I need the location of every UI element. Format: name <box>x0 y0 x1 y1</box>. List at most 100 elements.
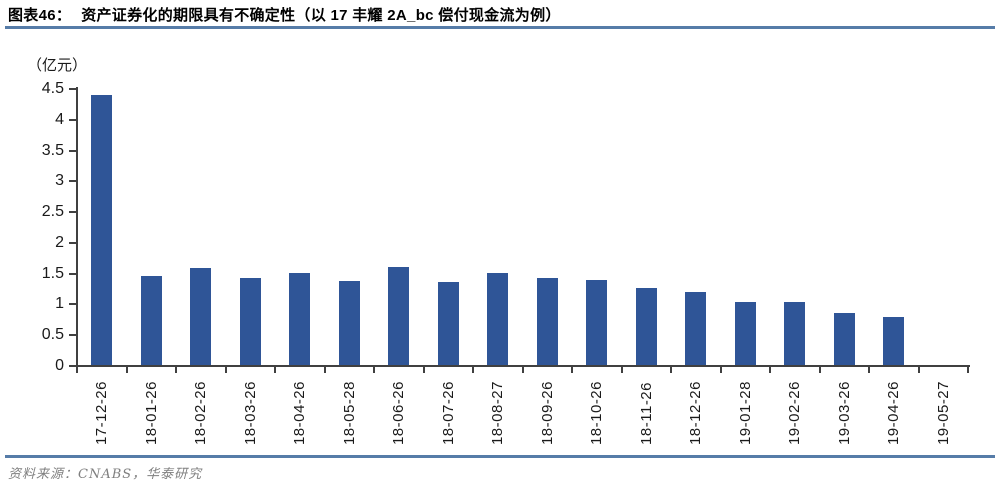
bar <box>289 272 311 365</box>
bar <box>91 95 113 365</box>
x-axis-tick <box>571 365 573 373</box>
figure-label: 图表46： <box>8 7 72 24</box>
y-axis-tick-label: 0 <box>55 357 64 374</box>
bar <box>487 273 509 365</box>
y-axis-tick-label: 4 <box>55 110 64 128</box>
header-rule <box>5 26 995 29</box>
x-axis-category-label: 18-11-26 <box>635 374 657 452</box>
x-axis-category-label: 18-05-28 <box>338 374 360 452</box>
y-axis-tick <box>69 88 77 90</box>
x-axis-category-label-text: 17-12-26 <box>93 380 111 446</box>
y-axis-tick <box>69 365 77 367</box>
source-note: 资料来源：CNABS，华泰研究 <box>8 467 203 482</box>
x-axis-category-label: 18-07-26 <box>437 374 459 452</box>
x-axis-tick <box>224 365 227 373</box>
x-axis-category-label: 18-08-27 <box>487 374 509 452</box>
bar <box>734 301 756 365</box>
x-axis-category-label: 18-12-26 <box>685 374 707 452</box>
bar <box>190 268 212 365</box>
y-axis-tick <box>69 118 77 121</box>
x-axis-category-label: 19-04-26 <box>883 374 905 452</box>
y-axis-tick <box>69 303 77 306</box>
x-axis-category-label: 18-09-26 <box>536 374 558 452</box>
bar <box>833 313 855 365</box>
y-axis-line <box>76 87 78 372</box>
x-axis-category-label-text: 19-05-27 <box>934 380 952 446</box>
x-axis-category-label: 17-12-26 <box>91 374 113 452</box>
x-axis-category-label: 18-04-26 <box>289 374 311 452</box>
footer-rule <box>5 455 995 458</box>
x-axis-category-label-text: 19-04-26 <box>885 380 903 446</box>
figure-title-text: 资产证券化的期限具有不确定性（以 17 丰耀 2A_bc 偿付现金流为例） <box>81 7 561 24</box>
y-axis-tick-label: 0.5 <box>41 326 64 344</box>
x-axis-tick <box>274 365 276 373</box>
x-axis-category-label: 18-01-26 <box>140 374 162 452</box>
y-axis-tick <box>69 149 77 152</box>
x-axis-tick <box>323 365 326 373</box>
x-axis-tick <box>620 365 623 373</box>
y-axis-tick-label: 2 <box>55 233 64 251</box>
x-axis-category-label-text: 18-08-27 <box>489 380 507 446</box>
x-axis-tick <box>472 365 474 373</box>
x-axis-category-label-text: 18-06-26 <box>390 380 408 446</box>
x-axis-tick <box>967 365 969 373</box>
bar <box>239 277 261 365</box>
x-axis-tick <box>521 365 524 373</box>
x-axis-category-label-text: 18-03-26 <box>241 380 259 446</box>
y-axis-tick-label: 3 <box>55 172 64 190</box>
x-axis-category-label-text: 19-01-28 <box>736 380 754 446</box>
x-axis-category-label-text: 19-02-26 <box>786 380 804 446</box>
bar <box>437 281 459 365</box>
x-axis-category-label-text: 18-10-26 <box>588 380 606 446</box>
bar <box>536 277 558 365</box>
x-axis-category-label-text: 18-04-26 <box>291 380 309 446</box>
x-axis-tick <box>175 365 177 373</box>
x-axis-tick <box>422 365 425 373</box>
x-axis-category-label: 18-06-26 <box>388 374 410 452</box>
x-axis-tick <box>76 365 78 373</box>
x-axis-category-label: 19-05-27 <box>932 374 954 452</box>
x-axis-category-label: 18-10-26 <box>586 374 608 452</box>
x-axis-category-label-text: 18-12-26 <box>687 380 705 446</box>
y-axis-tick-label: 1.5 <box>41 264 64 282</box>
y-axis-unit-label: （亿元） <box>27 57 88 74</box>
x-axis-tick <box>769 365 771 373</box>
chart-title: 图表46： 资产证券化的期限具有不确定性（以 17 丰耀 2A_bc 偿付现金流为… <box>8 4 561 25</box>
bar <box>784 302 806 365</box>
x-axis-category-label-text: 18-11-26 <box>637 381 655 445</box>
y-axis-tick-label: 4.5 <box>41 80 64 97</box>
x-axis-category-label-text: 18-02-26 <box>192 380 210 446</box>
y-axis-tick <box>69 180 77 183</box>
y-axis-tick <box>69 241 77 244</box>
y-axis-tick <box>69 272 77 275</box>
x-axis-category-label: 19-03-26 <box>833 374 855 452</box>
bar <box>338 281 360 365</box>
x-axis-tick <box>670 365 672 373</box>
bar <box>685 292 707 365</box>
y-axis-tick <box>69 334 77 337</box>
y-axis-tick <box>69 211 77 214</box>
x-axis-tick <box>868 365 870 373</box>
x-axis-category-label: 19-02-26 <box>784 374 806 452</box>
bar <box>140 276 162 365</box>
x-axis-category-label-text: 18-05-28 <box>340 380 358 446</box>
bar <box>388 267 410 365</box>
x-axis-category-label-text: 18-07-26 <box>439 380 457 446</box>
bar <box>635 288 657 365</box>
x-axis-category-label: 18-03-26 <box>239 374 261 452</box>
y-axis-tick-label: 3.5 <box>41 141 64 159</box>
x-axis-category-label-text: 18-09-26 <box>538 380 556 446</box>
x-axis-category-label-text: 19-03-26 <box>835 380 853 446</box>
x-axis-category-label: 19-01-28 <box>734 374 756 452</box>
y-axis-tick-label: 2.5 <box>41 203 64 221</box>
bar <box>883 316 905 365</box>
x-axis-tick <box>125 365 128 373</box>
y-axis-tick-label: 1 <box>55 295 64 313</box>
x-axis-category-label-text: 18-01-26 <box>142 380 160 446</box>
x-axis-tick <box>917 365 920 373</box>
x-axis-tick <box>719 365 722 373</box>
bar <box>586 280 608 365</box>
x-axis-category-label: 18-02-26 <box>190 374 212 452</box>
